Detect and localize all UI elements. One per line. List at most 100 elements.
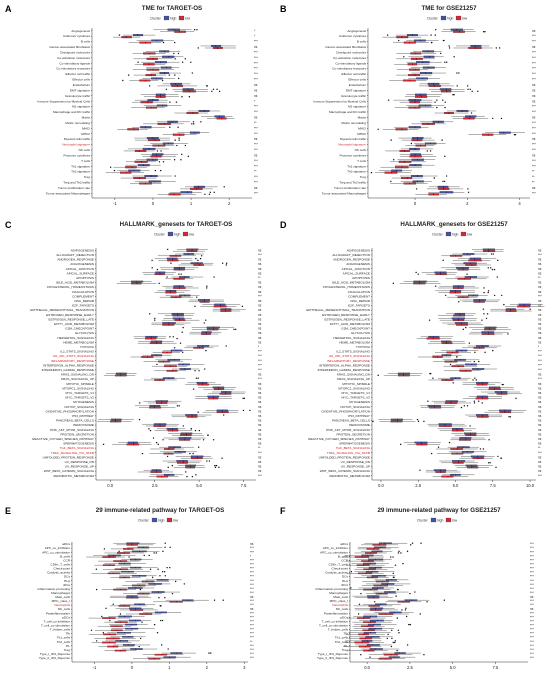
- outlier-point: [167, 466, 169, 469]
- outlier-point: [429, 150, 432, 152]
- outlier-point: [214, 464, 216, 467]
- row: Parainflammation ***: [324, 611, 535, 615]
- significance-label: ns: [538, 308, 542, 312]
- box-low: [435, 273, 447, 276]
- outlier-point: [156, 268, 159, 271]
- row: P53_PATHWAY ns: [72, 414, 261, 418]
- significance-label: ns: [258, 437, 262, 441]
- row-label: Co-stimulatory ligands: [335, 61, 366, 65]
- x-tick-label: 0.0: [107, 483, 113, 488]
- box-low: [171, 84, 184, 87]
- significance-label: ns: [538, 281, 542, 285]
- significance-label: ***: [258, 377, 262, 381]
- outlier-point: [148, 85, 151, 87]
- outlier-point: [460, 406, 463, 409]
- row-label: HEDGEHOG_SIGNALING: [57, 336, 94, 340]
- significance-label: ns: [538, 331, 542, 335]
- significance-label: ***: [250, 656, 254, 660]
- outlier-point: [487, 462, 490, 464]
- significance-label: ns: [538, 423, 542, 427]
- significance-label: ***: [250, 632, 254, 636]
- box-low: [361, 560, 374, 562]
- row: IL2_STAT5_SIGNALING ***: [336, 350, 542, 354]
- row-label: B cells: [357, 40, 367, 44]
- x-tick-label: 0: [131, 665, 134, 670]
- x-tick-label: 1: [168, 665, 171, 670]
- panel-c: C HALLMARK_genesets for TARGET-OS Cluster h…: [5, 220, 262, 488]
- outlier-point: [118, 34, 121, 36]
- row: Th2 signature **: [347, 169, 535, 174]
- box-low: [459, 369, 472, 372]
- box-high: [180, 191, 193, 194]
- outlier-point: [113, 169, 116, 172]
- box-high: [190, 455, 204, 458]
- row: iDCs ***: [63, 583, 254, 587]
- row: Granulocyte traffic ns: [65, 93, 258, 98]
- box-high: [414, 39, 426, 42]
- significance-label: ***: [254, 132, 258, 136]
- outlier-point: [475, 379, 478, 381]
- significance-label: ***: [250, 611, 254, 615]
- row-label: T_cell_co-inhibition: [322, 619, 349, 623]
- significance-label: ***: [530, 611, 534, 615]
- outlier-point: [428, 319, 431, 321]
- row: MYC_TARGETS_V1 ns: [342, 391, 542, 395]
- outlier-point: [495, 47, 497, 49]
- row-label: ANDROGEN_RESPONSE: [333, 258, 370, 262]
- outlier-point: [467, 191, 470, 193]
- outlier-point: [501, 294, 503, 297]
- significance-label: ***: [532, 67, 536, 71]
- box-high: [420, 72, 433, 75]
- outlier-point: [514, 133, 517, 136]
- row-label: ANGIOGENESIS: [346, 262, 370, 266]
- box-low: [441, 342, 453, 345]
- box-high: [470, 44, 482, 47]
- row: UV_RESPONSE_UP ns: [65, 465, 262, 469]
- outlier-point: [443, 39, 445, 42]
- outlier-point: [177, 126, 179, 128]
- row: CCR ***: [63, 558, 254, 562]
- row: Checkpoint molecules ***: [336, 50, 536, 54]
- box-high: [198, 109, 210, 112]
- row-label: aDCs: [62, 542, 70, 546]
- box-low: [114, 621, 128, 623]
- row-label: CD8+_T_cells: [50, 562, 70, 566]
- box-high: [182, 88, 194, 91]
- box-low: [458, 438, 471, 441]
- row: CD8+_T_cells ***: [50, 562, 254, 566]
- box-high: [176, 460, 188, 462]
- row: PEROXISOME ns: [73, 423, 262, 427]
- row-label: Inflammation-promoting: [316, 587, 349, 591]
- row: ANGIOGENESIS ns: [346, 262, 542, 266]
- outlier-point: [206, 285, 208, 287]
- row: Tumor-associated Macrophages ***: [322, 191, 536, 195]
- row: Th1_cells ***: [57, 636, 255, 640]
- row-label: PEROXISOME: [73, 423, 94, 427]
- box-high: [129, 607, 142, 610]
- outlier-point: [174, 175, 176, 177]
- row: APICAL_JUNCTION ns: [342, 267, 542, 271]
- significance-label: ***: [258, 350, 262, 354]
- row: MYOGENESIS ns: [73, 400, 262, 404]
- row-label: Endothelium: [73, 83, 91, 87]
- row: PI3K_AKT_MTOR_SIGNALING ns: [326, 428, 542, 432]
- box-low: [219, 392, 232, 395]
- outlier-point: [210, 652, 212, 654]
- significance-label: ns: [258, 400, 262, 404]
- significance-label: ns: [538, 460, 542, 464]
- row: Matrix ns: [358, 115, 536, 120]
- box-high: [469, 257, 482, 260]
- box-high: [186, 248, 199, 251]
- outlier-point: [166, 248, 169, 251]
- box-high: [198, 299, 211, 301]
- legend-title: Cluster: [138, 519, 150, 523]
- row-label: INTERFERON_ALPHA_RESPONSE: [319, 363, 370, 367]
- legend-title: Cluster: [150, 17, 162, 21]
- outlier-point: [442, 99, 444, 101]
- row: COMPLEMENT ***: [348, 294, 542, 298]
- outlier-point: [396, 617, 399, 619]
- box-low: [141, 356, 154, 358]
- outlier-point: [205, 319, 207, 321]
- box-low: [476, 415, 489, 418]
